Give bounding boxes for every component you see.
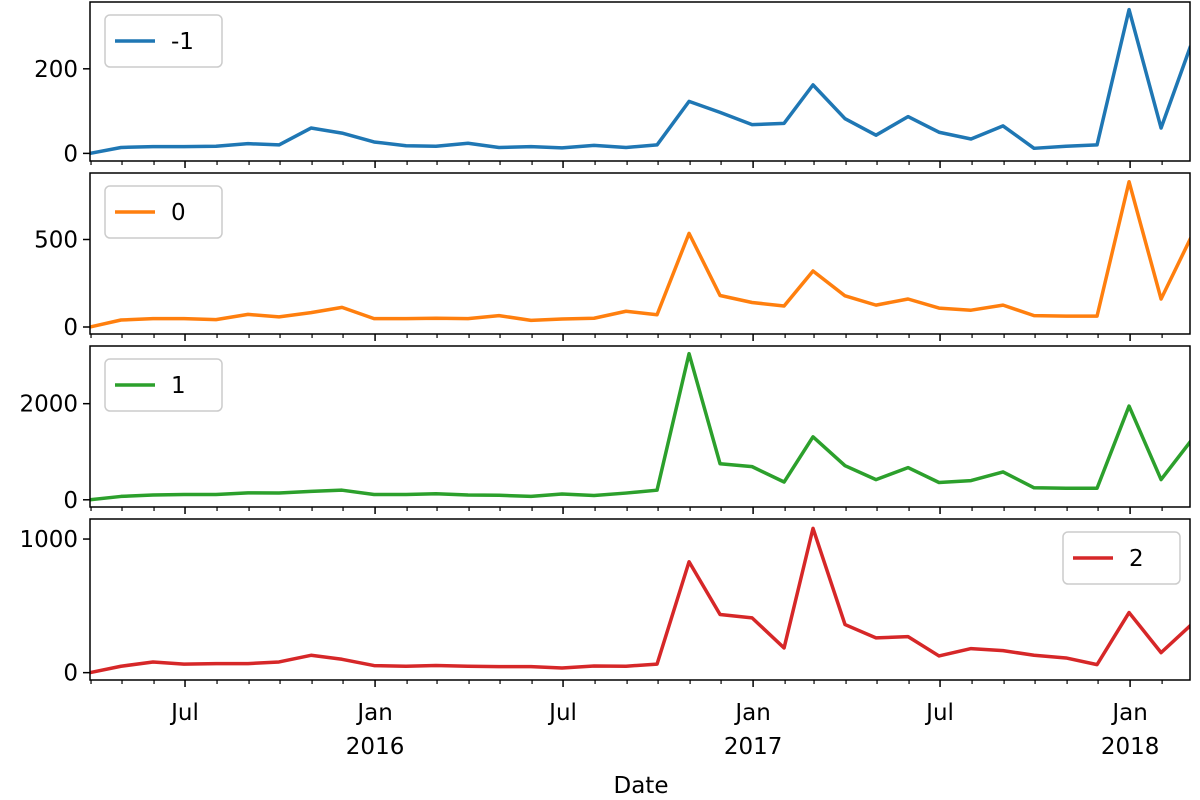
subplot-2: 0 500 0: [34, 172, 1191, 341]
legend-box: [1062, 531, 1181, 585]
y-tick-label: 500: [34, 228, 78, 254]
series-line-4: [90, 526, 1190, 675]
legend-box: [104, 185, 223, 239]
subplot-4: 0 1000 2: [19, 518, 1191, 687]
y-tick-label: 2000: [19, 392, 78, 418]
series-line-1: [90, 7, 1190, 156]
x-tick-label: Jan: [355, 700, 392, 726]
legend-label: 2: [1129, 546, 1144, 572]
subplot-frame: [89, 1, 1191, 162]
y-tick-label: 1000: [19, 527, 78, 553]
subplot-frame: [89, 172, 1191, 335]
x-tick-label: Jul: [547, 700, 577, 726]
x-tick-label: 2018: [1101, 734, 1160, 760]
y-tick-label: 0: [63, 661, 78, 687]
x-axis: Jul Jan 2016 Jul Jan 2017 Jul Jan 2018: [169, 700, 1159, 760]
legend-box: [104, 14, 223, 68]
legend-label: 0: [171, 200, 186, 226]
y-tick-label: 200: [34, 57, 78, 83]
subplot-3: 0 2000 1: [19, 345, 1191, 514]
series-line-2: [90, 180, 1190, 329]
series-line-3: [90, 351, 1190, 502]
x-tick-label: Jan: [1110, 700, 1147, 726]
legend: 0: [104, 185, 223, 239]
x-tick-label: Jul: [169, 700, 199, 726]
x-tick-label: 2016: [346, 734, 405, 760]
subplot-1: 0 200 -1: [34, 1, 1191, 168]
subplot-frame: [89, 345, 1191, 508]
subplot-frame: [89, 518, 1191, 681]
y-tick-label: 0: [63, 141, 78, 167]
x-tick-label: 2017: [724, 734, 783, 760]
panels: 0 200 -1 0 500 0 0 2000 1 0 1000 2: [19, 1, 1191, 687]
x-tick-label: Jan: [733, 700, 770, 726]
x-tick-label: Jul: [924, 700, 954, 726]
legend-box: [104, 358, 223, 412]
legend-label: 1: [171, 373, 186, 399]
x-axis-label: Date: [614, 773, 669, 799]
legend: 2: [1062, 531, 1181, 585]
legend-label: -1: [171, 29, 194, 55]
legend: -1: [104, 14, 223, 68]
y-tick-label: 0: [63, 488, 78, 514]
legend: 1: [104, 358, 223, 412]
y-tick-label: 0: [63, 315, 78, 341]
